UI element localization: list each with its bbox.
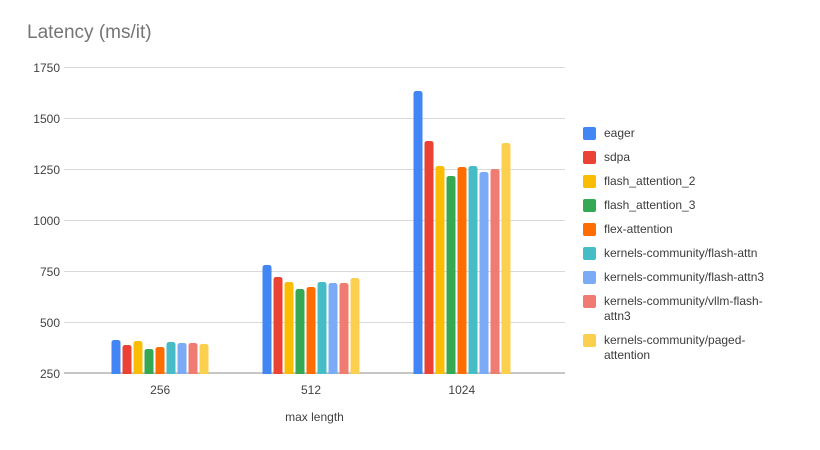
legend-label: flash_attention_2	[604, 174, 696, 188]
bar[interactable]	[188, 343, 198, 374]
bar[interactable]	[435, 165, 445, 374]
chart-title: Latency (ms/it)	[27, 22, 152, 43]
legend-swatch	[583, 223, 596, 236]
x-axis-tick-label: 1024	[448, 383, 476, 397]
y-axis: 250 500 750 1000 1250 1500 1750	[0, 61, 60, 381]
legend-item[interactable]: kernels-community/paged-attention	[583, 333, 793, 363]
bar[interactable]	[166, 342, 176, 374]
bar[interactable]	[284, 281, 294, 374]
bar[interactable]	[262, 264, 272, 374]
y-axis-tick-label: 1250	[33, 163, 60, 177]
legend-item[interactable]: flex-attention	[583, 222, 793, 237]
gridline	[64, 118, 565, 119]
gridline	[64, 169, 565, 170]
bar[interactable]	[490, 169, 500, 374]
bar[interactable]	[155, 346, 165, 374]
bar[interactable]	[328, 283, 338, 374]
bar[interactable]	[144, 348, 154, 374]
bar-group-1024	[413, 90, 511, 374]
bar[interactable]	[424, 141, 434, 374]
y-axis-tick-label: 500	[39, 316, 60, 330]
legend-label: kernels-community/vllm-flash-attn3	[604, 294, 763, 323]
bar[interactable]	[468, 165, 478, 374]
bar[interactable]	[350, 278, 360, 374]
bar[interactable]	[339, 282, 349, 374]
legend-item[interactable]: flash_attention_2	[583, 174, 793, 189]
legend-label: flex-attention	[604, 222, 673, 236]
gridline	[64, 67, 565, 68]
bar[interactable]	[501, 142, 511, 374]
legend-swatch	[583, 247, 596, 260]
bar-group-256	[111, 340, 209, 374]
legend-swatch	[583, 295, 596, 308]
bar-group-512	[262, 264, 360, 374]
legend-item[interactable]: kernels-community/vllm-flash-attn3	[583, 294, 793, 324]
gridline	[64, 220, 565, 221]
legend-swatch	[583, 199, 596, 212]
bar[interactable]	[199, 344, 209, 374]
y-axis-tick-label: 1000	[33, 214, 60, 228]
y-axis-tick-label: 750	[39, 265, 60, 279]
legend: eager sdpa flash_attention_2 flash_attentio…	[583, 126, 793, 363]
legend-swatch	[583, 127, 596, 140]
bar[interactable]	[317, 281, 327, 374]
bar[interactable]	[273, 276, 283, 374]
bar[interactable]	[295, 289, 305, 374]
x-axis: 256 512 1024	[64, 383, 565, 399]
legend-item[interactable]: eager	[583, 126, 793, 141]
x-axis-title: max length	[285, 410, 344, 424]
bar[interactable]	[446, 176, 456, 374]
plot-area	[64, 67, 565, 374]
x-axis-tick-label: 256	[150, 383, 171, 397]
legend-swatch	[583, 175, 596, 188]
bar[interactable]	[479, 171, 489, 374]
legend-label: sdpa	[604, 150, 631, 164]
bar[interactable]	[177, 343, 187, 374]
x-axis-tick-label: 512	[300, 383, 321, 397]
legend-swatch	[583, 151, 596, 164]
bar[interactable]	[111, 340, 121, 374]
legend-swatch	[583, 271, 596, 284]
legend-label: kernels-community/flash-attn3	[604, 270, 765, 284]
legend-swatch	[583, 334, 596, 347]
legend-label: eager	[604, 126, 635, 140]
bar[interactable]	[122, 345, 132, 374]
y-axis-tick-label: 250	[39, 367, 60, 381]
y-axis-tick-label: 1500	[33, 112, 60, 126]
bar[interactable]	[457, 166, 467, 374]
y-axis-tick-label: 1750	[33, 61, 60, 75]
legend-label: kernels-community/paged-attention	[604, 333, 746, 362]
gridline	[64, 271, 565, 272]
bar[interactable]	[306, 286, 316, 374]
bar[interactable]	[133, 341, 143, 374]
legend-item[interactable]: sdpa	[583, 150, 793, 165]
legend-label: kernels-community/flash-attn	[604, 246, 758, 260]
legend-item[interactable]: kernels-community/flash-attn3	[583, 270, 793, 285]
bar[interactable]	[413, 90, 423, 374]
legend-item[interactable]: flash_attention_3	[583, 198, 793, 213]
legend-item[interactable]: kernels-community/flash-attn	[583, 246, 793, 261]
legend-label: flash_attention_3	[604, 198, 696, 212]
